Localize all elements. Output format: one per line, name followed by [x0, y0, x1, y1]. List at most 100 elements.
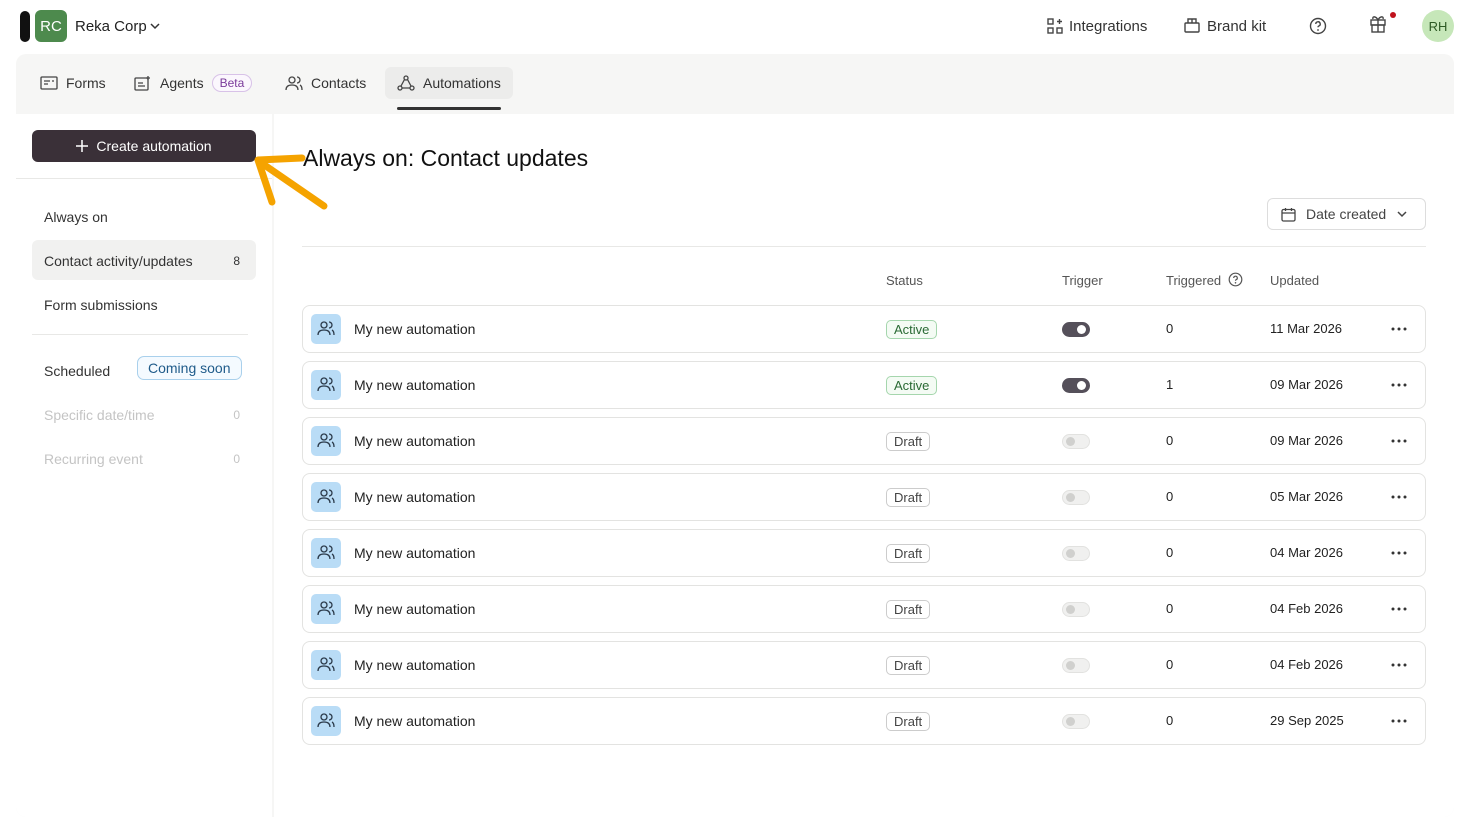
section-title: Always on [44, 209, 108, 225]
contacts-icon [317, 321, 335, 336]
toggle-knob [1066, 717, 1075, 726]
section-title: Scheduled [44, 363, 111, 379]
updated-date: 04 Mar 2026 [1270, 545, 1343, 560]
sidebar-item: Recurring event [44, 451, 143, 467]
more-button[interactable] [1389, 488, 1409, 506]
integrations-icon [1047, 18, 1063, 34]
org-avatar[interactable]: RC [35, 10, 67, 42]
selected-bg [32, 240, 256, 280]
toggle-knob [1066, 493, 1075, 502]
tab-label: Agents [160, 75, 204, 91]
automation-name: My new automation [354, 489, 476, 505]
automation-name: My new automation [354, 657, 476, 673]
triggered-count: 0 [1166, 433, 1174, 448]
help-button[interactable] [1309, 17, 1327, 35]
more-button[interactable] [1389, 712, 1409, 730]
more-button[interactable] [1389, 376, 1409, 394]
automation-row[interactable]: My new automation Active 1 09 Mar 2026 [302, 361, 1426, 409]
row-icon [311, 706, 341, 736]
automation-row[interactable]: My new automation Draft 0 04 Mar 2026 [302, 529, 1426, 577]
updated-date: 04 Feb 2026 [1270, 657, 1344, 672]
tab[interactable]: Forms [28, 67, 118, 99]
toggle-knob [1077, 381, 1086, 390]
row-icon [311, 482, 341, 512]
beta-badge: Beta [211, 74, 253, 92]
status-badge: Draft [886, 488, 931, 507]
divider [32, 334, 248, 335]
contacts-icon [317, 601, 335, 616]
integrations-link[interactable]: Integrations [1069, 18, 1148, 35]
sidebar-item[interactable]: Form submissions [44, 297, 158, 313]
updated-date: 04 Feb 2026 [1270, 601, 1344, 616]
column-header: Triggered [1166, 273, 1222, 288]
updated-date: 09 Mar 2026 [1270, 377, 1343, 392]
user-avatar[interactable]: RH [1422, 10, 1454, 42]
item-count: 8 [233, 254, 240, 268]
status-badge: Active [886, 376, 938, 395]
automation-row[interactable]: My new automation Draft 0 05 Mar 2026 [302, 473, 1426, 521]
status-badge: Draft [886, 712, 931, 731]
chevron [1397, 211, 1407, 218]
trigger-toggle[interactable] [1062, 546, 1090, 561]
row-icon [311, 426, 341, 456]
gift-button[interactable] [1368, 10, 1398, 36]
sidebar-item[interactable]: Contact activity/updates [44, 253, 193, 269]
more-icon [1391, 551, 1407, 555]
more-button[interactable] [1389, 320, 1409, 338]
agents-icon [134, 76, 150, 91]
contacts-icon [285, 76, 303, 91]
sort-dropdown[interactable]: Date created [1267, 198, 1426, 230]
brand-mark [20, 11, 30, 42]
automation-row[interactable]: My new automation Draft 0 04 Feb 2026 [302, 585, 1426, 633]
triggered-count: 0 [1166, 713, 1174, 728]
plus-icon [76, 140, 89, 152]
automation-name: My new automation [354, 545, 476, 561]
toggle-knob [1066, 605, 1075, 614]
column-header: Updated [1270, 273, 1320, 288]
automation-row[interactable]: My new automation Draft 0 04 Feb 2026 [302, 641, 1426, 689]
automations-icon [397, 75, 415, 91]
toggle-knob [1066, 549, 1075, 558]
more-button[interactable] [1389, 600, 1409, 618]
item-count: 0 [233, 408, 240, 422]
brand-kit-icon [1184, 18, 1200, 33]
automation-name: My new automation [354, 321, 476, 337]
trigger-toggle[interactable] [1062, 602, 1090, 617]
contacts-icon [317, 713, 335, 728]
automation-row[interactable]: My new automation Draft 0 29 Sep 2025 [302, 697, 1426, 745]
automation-name: My new automation [354, 377, 476, 393]
more-icon [1391, 439, 1407, 443]
more-button[interactable] [1389, 544, 1409, 562]
more-icon [1391, 383, 1407, 387]
status-badge: Draft [886, 656, 931, 675]
tab[interactable]: Contacts [273, 67, 378, 99]
coming-soon-badge: Coming soon [137, 356, 242, 380]
column-header: Status [886, 273, 923, 288]
trigger-toggle[interactable] [1062, 714, 1090, 729]
trigger-toggle[interactable] [1062, 434, 1090, 449]
create-automation-button[interactable]: Create automation [32, 130, 256, 162]
tab-label: Automations [423, 75, 501, 91]
org-name[interactable]: Reka Corp [75, 18, 147, 35]
divider [16, 178, 272, 179]
triggered-count: 0 [1166, 489, 1174, 504]
more-button[interactable] [1389, 656, 1409, 674]
page-title: Always on: Contact updates [303, 145, 589, 171]
tab[interactable]: Agents Beta [122, 67, 264, 99]
column-header: Trigger [1062, 273, 1103, 288]
updated-date: 29 Sep 2025 [1270, 713, 1344, 728]
automation-row[interactable]: My new automation Draft 0 09 Mar 2026 [302, 417, 1426, 465]
tab[interactable]: Automations [385, 67, 513, 110]
trigger-toggle[interactable] [1062, 322, 1090, 337]
automation-row[interactable]: My new automation Active 0 11 Mar 2026 [302, 305, 1426, 353]
brand-kit-link[interactable]: Brand kit [1207, 18, 1267, 35]
trigger-toggle[interactable] [1062, 378, 1090, 393]
trigger-toggle[interactable] [1062, 490, 1090, 505]
more-button[interactable] [1389, 432, 1409, 450]
tab-label: Contacts [311, 75, 367, 91]
trigger-toggle[interactable] [1062, 658, 1090, 673]
info-icon[interactable] [1228, 272, 1243, 287]
status-badge: Active [886, 320, 938, 339]
more-icon [1391, 663, 1407, 667]
